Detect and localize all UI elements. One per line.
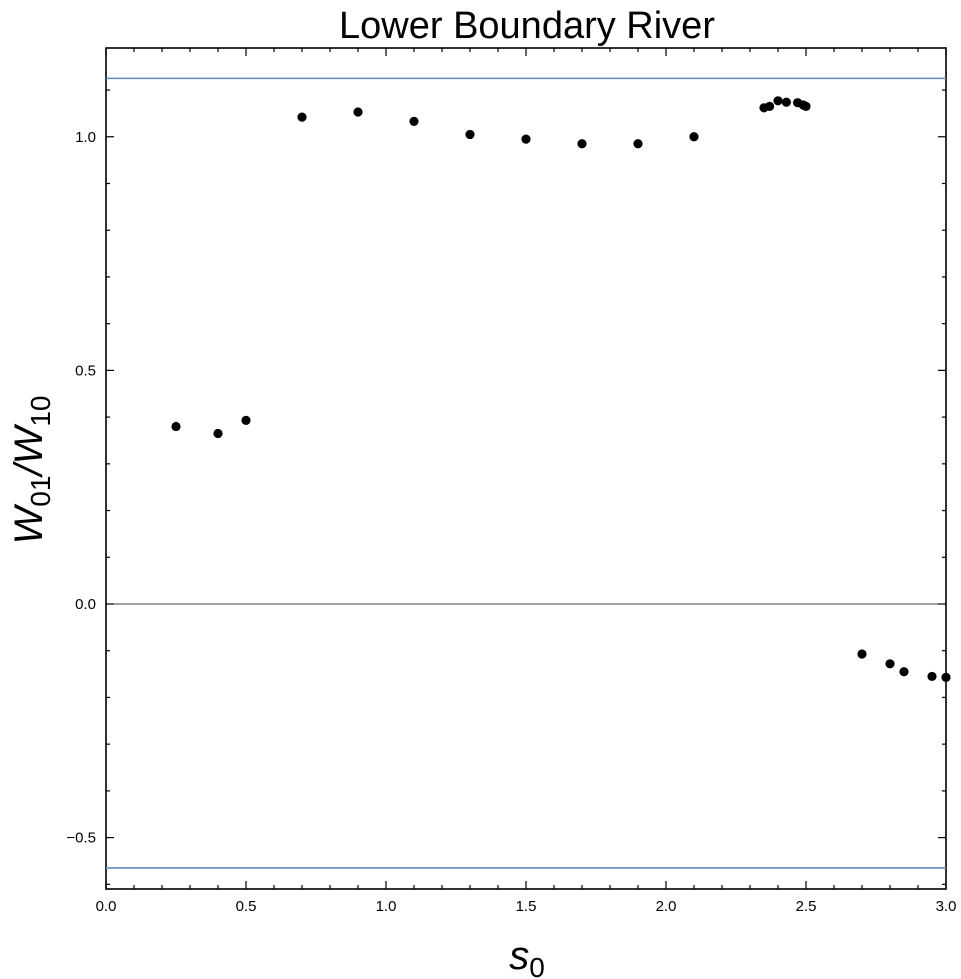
data-point: [241, 415, 251, 425]
y-tick-label: 1.0: [75, 129, 96, 146]
data-point: [801, 101, 811, 112]
y-tick-label: −0.5: [66, 830, 96, 847]
data-point: [465, 129, 475, 140]
data-point: [577, 139, 587, 149]
data-point: [353, 107, 363, 117]
plot-frame: [105, 47, 947, 890]
data-point: [885, 659, 895, 669]
y-axis-label: W01/W10: [7, 396, 56, 545]
plot-area: 0.0 0.5 1.0 1.5 2.0 2.5 3.0 −0.5 0.0 0.5 1.0: [66, 47, 957, 915]
data-point: [899, 667, 909, 677]
y-tick-label: 0.5: [75, 362, 96, 379]
data-point: [409, 116, 419, 126]
data-point: [213, 428, 223, 439]
x-tick-label: 0.5: [236, 898, 257, 915]
x-tick-label: 2.5: [796, 898, 817, 915]
x-tick-label: 1.5: [516, 898, 537, 915]
data-point: [857, 649, 867, 659]
data-point: [171, 421, 181, 432]
data-point: [773, 96, 783, 106]
data-point: [765, 101, 775, 112]
data-point: [781, 97, 792, 107]
data-point: [633, 139, 643, 149]
x-tick-label: 1.0: [376, 898, 397, 915]
data-point: [941, 672, 951, 682]
data-point: [689, 132, 699, 142]
x-tick-label: 0.0: [96, 898, 117, 915]
x-tick-label: 3.0: [936, 898, 957, 915]
data-point: [521, 134, 531, 144]
chart-title: Lower Boundary River: [339, 5, 715, 47]
x-axis-label: s0: [509, 934, 545, 979]
data-point: [297, 112, 307, 122]
y-tick-label: 0.0: [75, 596, 96, 613]
data-point: [927, 671, 937, 682]
x-tick-label: 2.0: [656, 898, 677, 915]
